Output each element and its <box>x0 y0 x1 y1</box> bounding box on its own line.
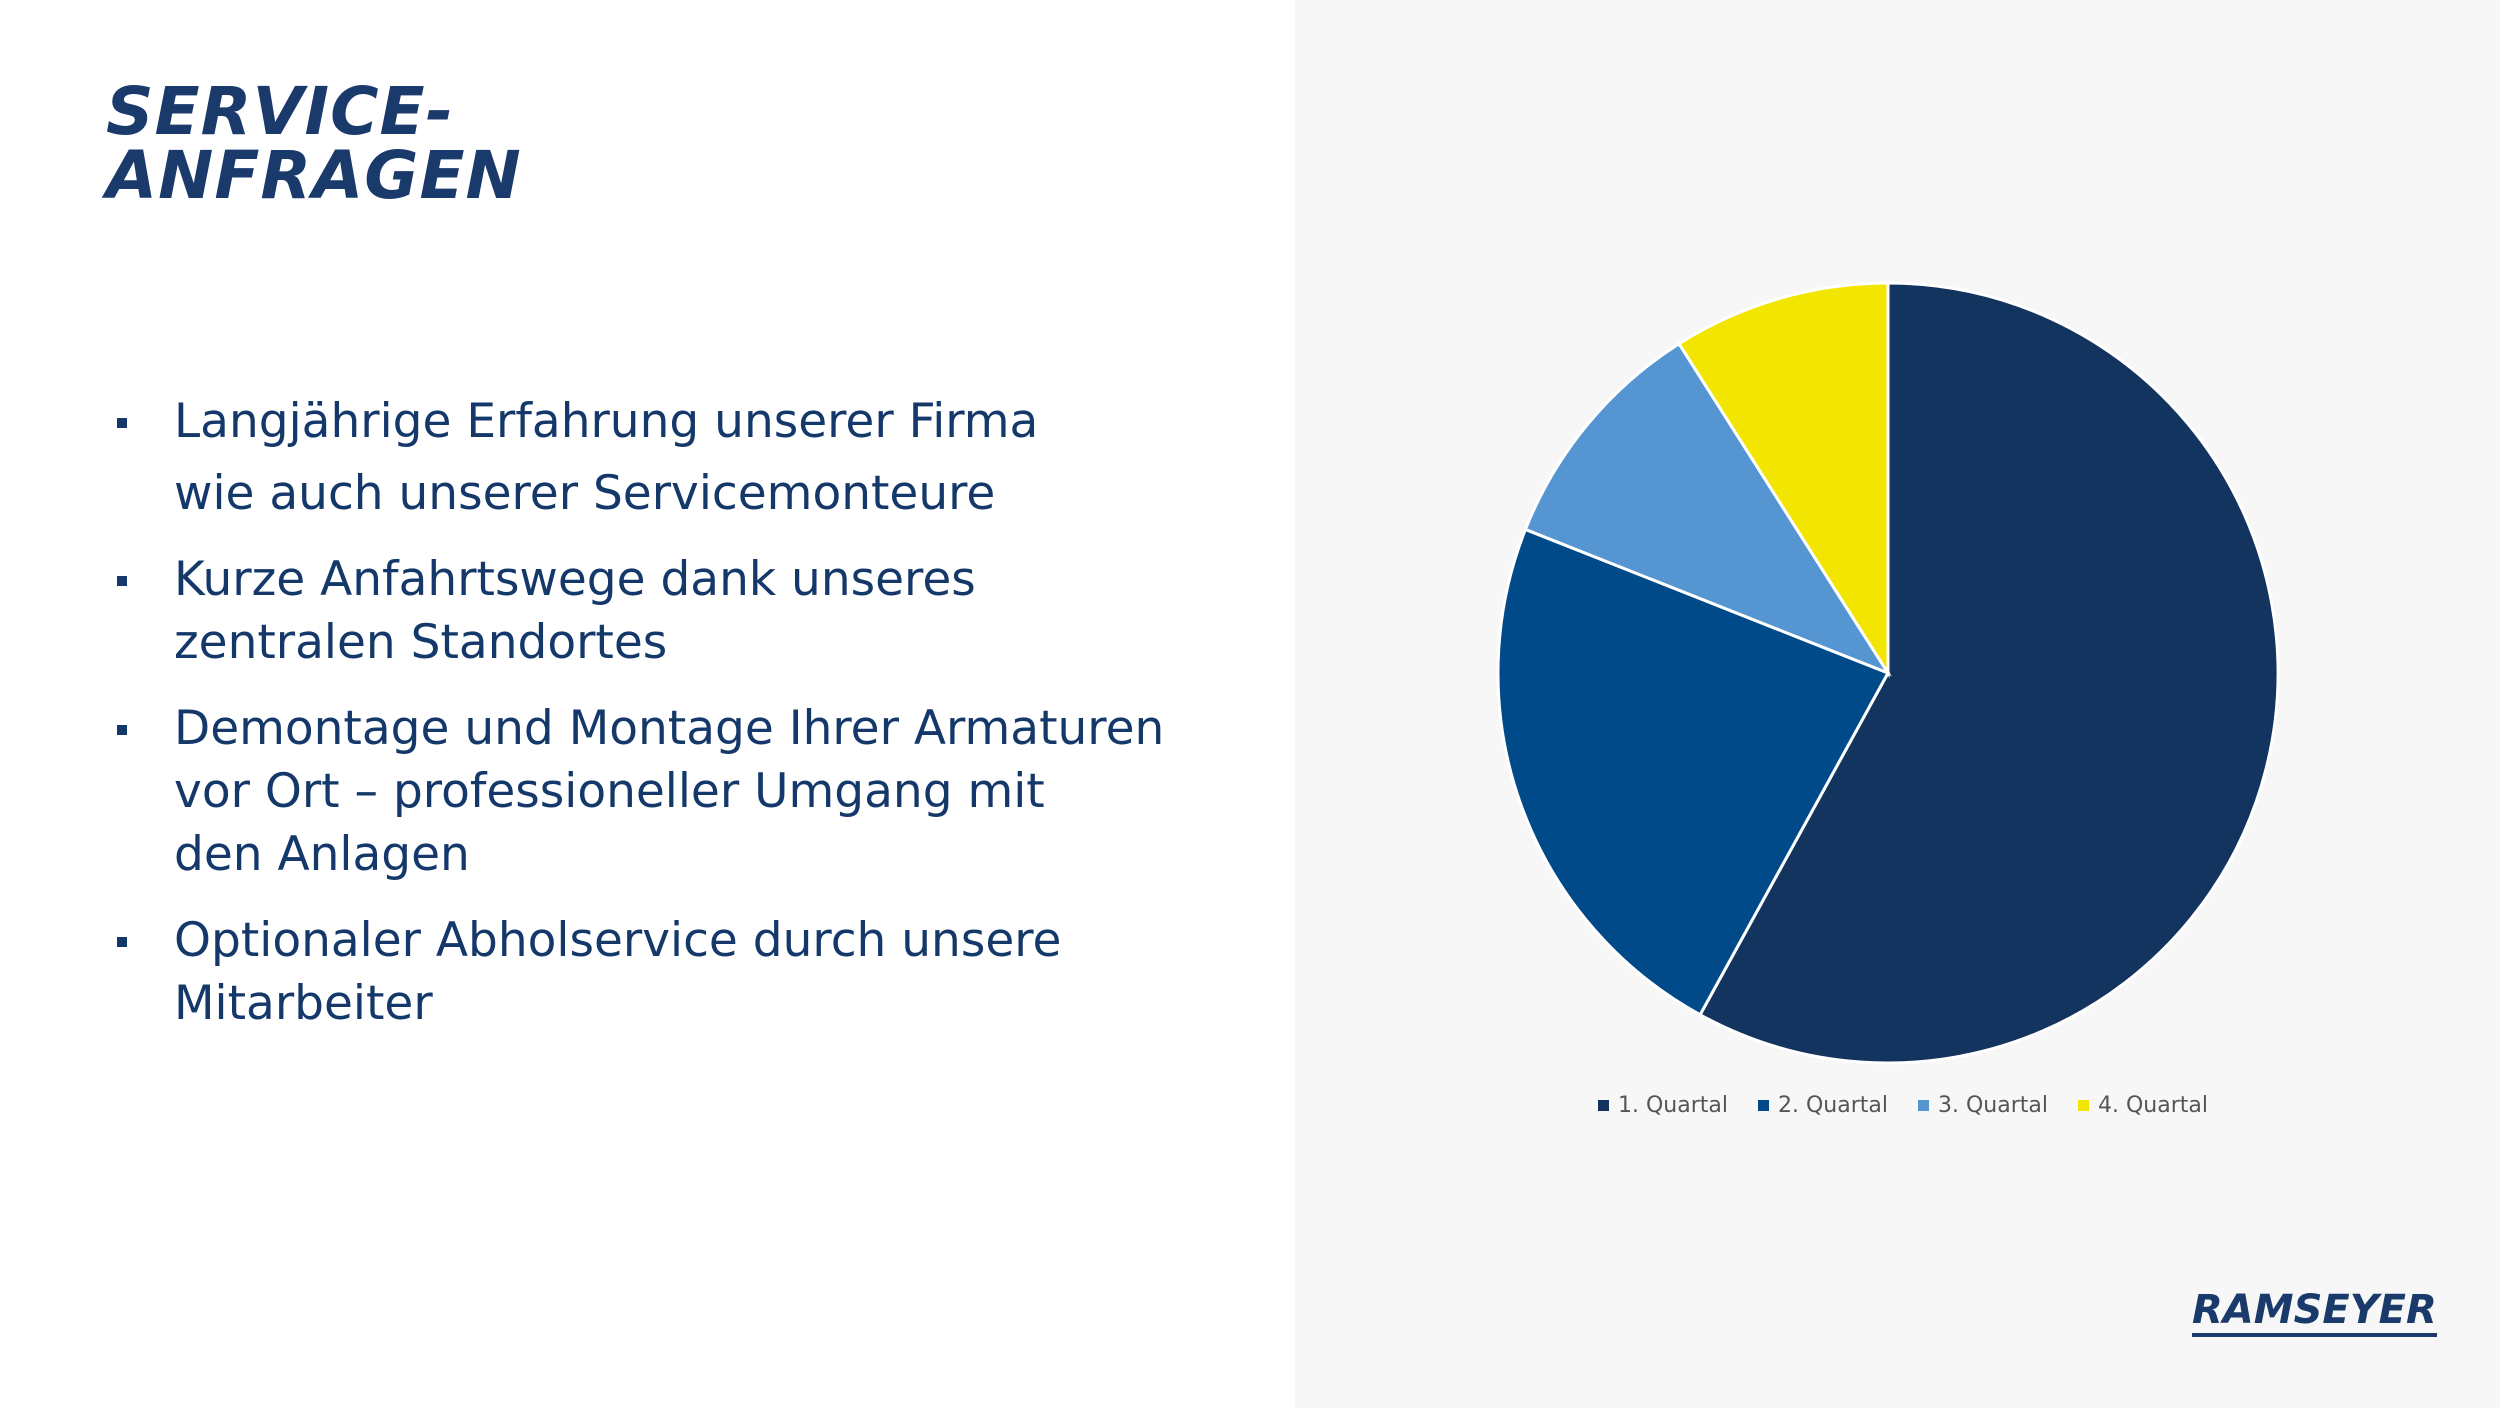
bullet-marker-icon <box>117 418 127 428</box>
legend-swatch <box>1918 1100 1929 1111</box>
pie-slice-3 <box>1523 341 1892 677</box>
bullet-line: Kurze Anfahrtswege dank unseres <box>174 552 976 607</box>
pie-slice-4 <box>1676 281 1890 679</box>
bullet-line: den Anlagen <box>174 827 470 882</box>
legend-swatch <box>2078 1100 2089 1111</box>
bullet-marker-icon <box>117 725 127 735</box>
bullet-list: Langjährige Erfahrung unserer Firma wie … <box>110 390 1270 1058</box>
bullet-item: Langjährige Erfahrung unserer Firma wie … <box>110 390 1270 525</box>
pie-chart <box>1496 281 2280 1065</box>
bullet-line: vor Ort – professioneller Umgang mit <box>174 764 1045 819</box>
bullet-marker-icon <box>117 576 127 586</box>
slide-title-line-1: SERVICE- <box>106 73 454 150</box>
pie-slice-1 <box>1698 281 2280 1065</box>
chart-legend: 1. Quartal 2. Quartal 3. Quartal 4. Quar… <box>1598 1093 2208 1118</box>
legend-swatch <box>1758 1100 1769 1111</box>
bullet-line: Mitarbeiter <box>174 976 433 1031</box>
bullet-line: wie auch unserer Servicemonteure <box>174 466 996 521</box>
text-panel <box>0 0 1295 1408</box>
company-logo: RAMSEYER <box>2192 1288 2437 1337</box>
bullet-line: Langjährige Erfahrung unserer Firma <box>174 394 1039 449</box>
pie-slice-2 <box>1496 527 1891 1017</box>
slide-title: SERVICE- ANFRAGEN <box>106 73 522 214</box>
legend-swatch <box>1598 1100 1609 1111</box>
slide-title-line-2: ANFRAGEN <box>106 137 522 214</box>
legend-item-q3: 3. Quartal <box>1918 1093 2048 1118</box>
legend-item-q2: 2. Quartal <box>1758 1093 1888 1118</box>
legend-label: 2. Quartal <box>1778 1093 1888 1118</box>
legend-item-q4: 4. Quartal <box>2078 1093 2208 1118</box>
bullet-marker-icon <box>117 937 127 947</box>
legend-label: 3. Quartal <box>1938 1093 2048 1118</box>
bullet-line: Demontage und Montage Ihrer Armaturen <box>174 701 1165 756</box>
bullet-item: Demontage und Montage Ihrer Armaturen vo… <box>110 697 1270 886</box>
bullet-item: Optionaler Abholservice durch unsere Mit… <box>110 909 1270 1035</box>
bullet-line: Optionaler Abholservice durch unsere <box>174 913 1062 968</box>
pie-slices <box>1496 281 2280 1065</box>
bullet-line: zentralen Standortes <box>174 615 668 670</box>
legend-label: 4. Quartal <box>2098 1093 2208 1118</box>
legend-label: 1. Quartal <box>1618 1093 1728 1118</box>
bullet-item: Kurze Anfahrtswege dank unseres zentrale… <box>110 548 1270 674</box>
legend-item-q1: 1. Quartal <box>1598 1093 1728 1118</box>
